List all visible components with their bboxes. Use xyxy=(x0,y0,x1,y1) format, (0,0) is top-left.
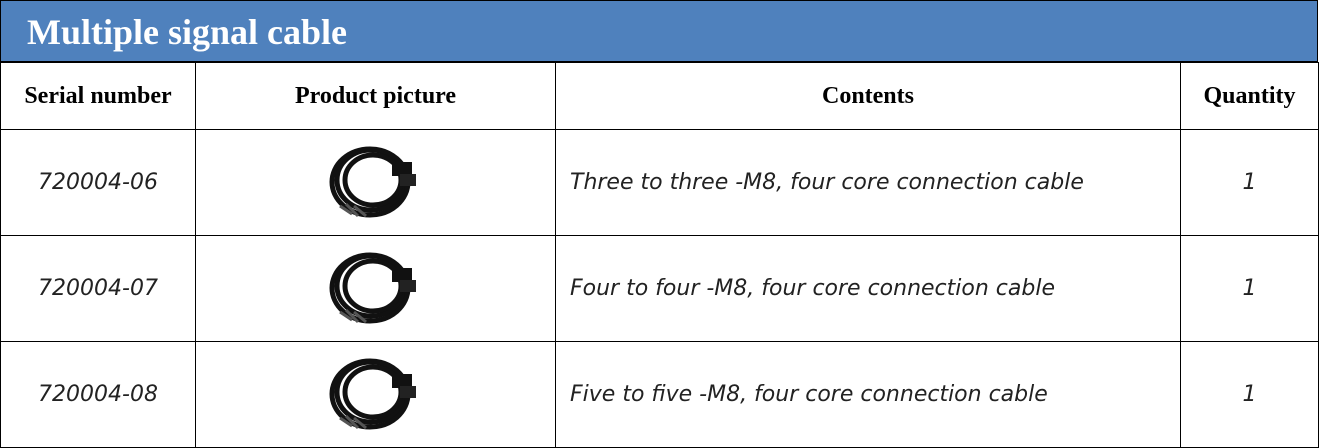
quantity: 1 xyxy=(1180,129,1319,236)
table-row: 720004-08 Five to five -M8, four core con… xyxy=(0,341,1319,448)
cable-picture xyxy=(329,252,416,323)
product-picture xyxy=(195,235,556,342)
quantity: 1 xyxy=(1180,341,1319,448)
quantity: 1 xyxy=(1180,235,1319,342)
table-body: 720004-06 Three to three -M8, four core c… xyxy=(0,129,1319,448)
serial-number: 720004-07 xyxy=(0,235,196,342)
contents: Five to five -M8, four core connection c… xyxy=(555,341,1181,448)
product-picture xyxy=(195,341,556,448)
product-picture xyxy=(195,129,556,236)
column-header: Quantity xyxy=(1180,62,1319,130)
contents: Four to four -M8, four core connection c… xyxy=(555,235,1181,342)
cable-picture xyxy=(329,358,416,429)
column-header: Product picture xyxy=(195,62,556,130)
table-row: 720004-06 Three to three -M8, four core c… xyxy=(0,129,1319,236)
serial-number: 720004-06 xyxy=(0,129,196,236)
header-row: Serial number Product picture Contents Quan… xyxy=(0,62,1319,130)
column-header: Contents xyxy=(555,62,1181,130)
product-table: Serial number Product picture Contents Quan… xyxy=(0,62,1319,448)
table-row: 720004-07 Four to four -M8, four core con… xyxy=(0,235,1319,342)
column-header: Serial number xyxy=(0,62,196,130)
title-bar: Multiple signal cable xyxy=(0,0,1318,62)
contents: Three to three -M8, four core connection… xyxy=(555,129,1181,236)
serial-number: 720004-08 xyxy=(0,341,196,448)
cable-picture xyxy=(329,146,416,217)
